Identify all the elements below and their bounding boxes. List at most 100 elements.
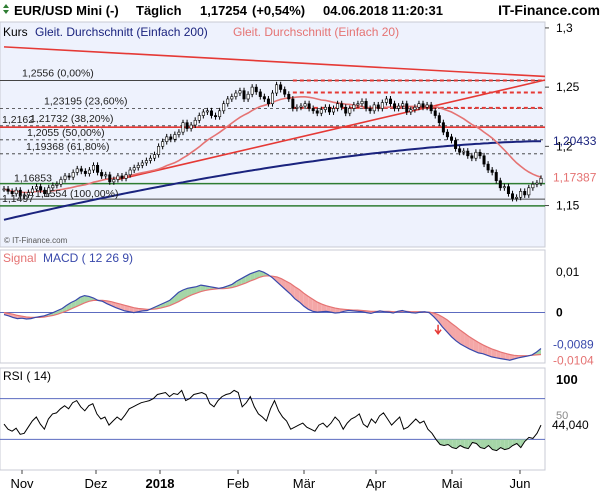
candle-body [308, 104, 310, 109]
candle-body [377, 105, 379, 109]
candle-body [479, 152, 481, 156]
price-annotation: 1,16853 [14, 173, 52, 185]
candle-body [137, 165, 139, 167]
candle-body [275, 85, 277, 93]
candle-body [491, 170, 493, 172]
candle-body [271, 93, 273, 104]
candle-body [430, 105, 432, 111]
candle-body [316, 111, 318, 113]
candle-body [153, 155, 155, 159]
candle-body [511, 194, 513, 199]
x-axis-label: Jun [510, 476, 531, 491]
candle-body [100, 172, 102, 176]
candle-body [259, 92, 261, 97]
candle-body [174, 135, 176, 140]
candle-body [434, 111, 436, 116]
candle-body [235, 93, 237, 97]
candle-body [125, 175, 127, 179]
price-annotation: 1,21732 (38,20%) [30, 113, 113, 125]
candle-body [121, 176, 123, 178]
candle-body [422, 104, 424, 108]
candle-body [56, 184, 58, 185]
candle-body [458, 149, 460, 153]
candle-body [92, 165, 94, 170]
candle-body [450, 137, 452, 141]
candle-body [267, 99, 269, 104]
candle-body [88, 170, 90, 174]
candle-body [3, 189, 5, 190]
candle-body [385, 99, 387, 103]
candle-body [251, 87, 253, 94]
legend-signal: Signal [3, 251, 36, 265]
candle-body [198, 116, 200, 121]
candle-body [206, 111, 208, 112]
candle-body [475, 152, 477, 158]
copyright-label: © IT-Finance.com [4, 236, 68, 245]
timestamp: 04.06.2018 11:20:31 [323, 3, 443, 18]
candle-body [84, 171, 86, 173]
x-axis-label: 2018 [146, 476, 175, 491]
rsi-oversold-fill [480, 439, 484, 448]
candle-body [161, 142, 163, 147]
brand-label: IT-Finance.com [498, 2, 600, 18]
price-annotation: 1,19368 (61,80%) [26, 141, 109, 153]
price-annotation: 1,2162 [2, 114, 34, 126]
candle-body [361, 101, 363, 103]
x-axis-label: Dez [84, 476, 107, 491]
candle-body [536, 183, 538, 184]
candle-body [499, 181, 501, 188]
candle-body [288, 94, 290, 99]
symbol-title: EUR/USD Mini (-) [14, 3, 119, 18]
candle-body [515, 197, 517, 198]
candle-body [170, 137, 172, 139]
candle-body [76, 169, 78, 173]
macd-y-label: 0 [556, 306, 563, 320]
interval-label: Täglich [136, 3, 182, 18]
candle-body [129, 170, 131, 175]
candle-body [190, 125, 192, 129]
candle-body [324, 107, 326, 109]
price-y-label: 1,3 [556, 21, 573, 35]
candle-body [483, 156, 485, 164]
candle-body [528, 188, 530, 195]
candle-body [210, 111, 212, 116]
candle-body [328, 107, 330, 112]
candle-body [349, 108, 351, 113]
candle-body [214, 116, 216, 117]
candle-body [178, 132, 180, 134]
candle-body [438, 116, 440, 123]
rsi-panel [0, 368, 545, 470]
candle-body [495, 172, 497, 180]
candle-body [186, 123, 188, 129]
candle-body [68, 176, 70, 177]
x-axis-label: Feb [227, 476, 249, 491]
price-annotation: 1,2556 (0,00%) [22, 68, 94, 80]
rsi-oversold-fill [464, 439, 468, 448]
candle-body [401, 104, 403, 106]
candle-body [255, 87, 257, 92]
candle-body [133, 168, 135, 170]
price-y-label: 1,25 [556, 80, 580, 94]
candle-body [397, 106, 399, 108]
candle-body [218, 111, 220, 117]
legend-kurs: Kurs [3, 25, 28, 39]
candle-body [414, 107, 416, 109]
candle-body [463, 151, 465, 152]
x-axis-label: Mär [293, 476, 316, 491]
candle-body [166, 137, 168, 142]
candle-body [540, 178, 542, 183]
macd-last-value: -0,0104 [553, 354, 594, 368]
x-axis-label: Apr [366, 476, 387, 491]
x-axis-label: Mai [442, 476, 463, 491]
legend-ma200: Gleit. Durchschnitt (Einfach 200) [35, 25, 208, 39]
candle-body [239, 91, 241, 93]
candle-body [381, 103, 383, 109]
candle-body [247, 94, 249, 99]
candle-body [519, 191, 521, 197]
candle-body [467, 151, 469, 156]
candle-body [369, 108, 371, 110]
candle-body [357, 104, 359, 105]
candle-body [284, 90, 286, 95]
legend-rsi: RSI ( 14) [3, 369, 51, 383]
